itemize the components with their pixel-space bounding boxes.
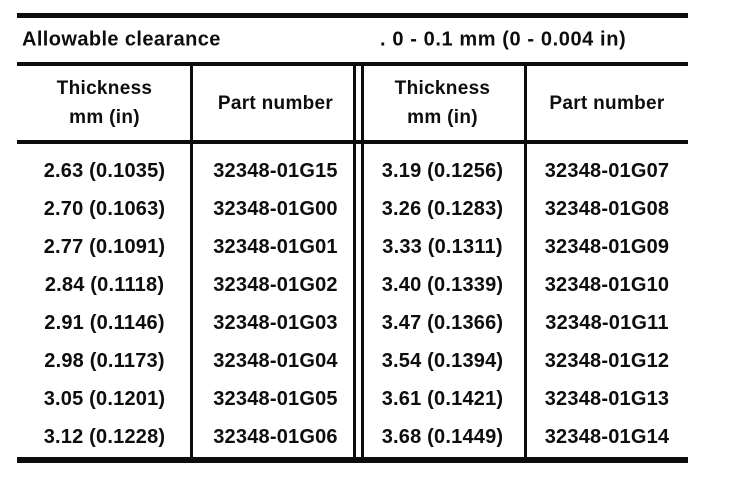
part-number-cell: 32348-01G02 (213, 273, 338, 296)
thickness-cell: 3.05 (0.1201) (43, 388, 166, 411)
table-body: 2.63 (0.1035) 32348-01G15 3.19 (0.1256) … (17, 144, 688, 457)
part-number-cell: 32348-01G07 (544, 159, 670, 182)
part-number-cell: 32348-01G15 (213, 159, 338, 182)
column-divider-left (190, 62, 193, 463)
table-row: 2.98 (0.1173) 32348-01G04 3.54 (0.1394) … (17, 343, 688, 381)
part-number-cell: 32348-01G11 (545, 312, 669, 335)
part-number-cell: 32348-01G08 (544, 197, 670, 220)
table-row: 2.84 (0.1118) 32348-01G02 3.40 (0.1339) … (17, 266, 688, 304)
table-row: 3.12 (0.1228) 32348-01G06 3.68 (0.1449) … (17, 419, 688, 457)
part-number-cell: 32348-01G01 (213, 235, 338, 258)
table-row: 2.63 (0.1035) 32348-01G15 3.19 (0.1256) … (17, 152, 688, 190)
header-thickness-right-title: Thickness (394, 78, 491, 99)
part-number-cell: 32348-01G14 (544, 426, 670, 449)
header-part-number-right: Part number (526, 66, 688, 140)
allowable-clearance-label: Allowable clearance (22, 28, 221, 51)
thickness-cell: 3.47 (0.1366) (381, 312, 504, 335)
thickness-cell: 2.63 (0.1035) (43, 159, 166, 182)
header-thickness-right-unit: mm (in) (407, 107, 478, 128)
thickness-cell: 3.33 (0.1311) (382, 235, 503, 258)
table-border-top (17, 13, 688, 18)
header-part-number-left: Part number (192, 66, 359, 140)
thickness-cell: 3.12 (0.1228) (43, 426, 166, 449)
thickness-cell: 2.70 (0.1063) (43, 197, 166, 220)
allowable-clearance-row: Allowable clearance . 0 - 0.1 mm (0 - 0.… (17, 18, 688, 62)
thickness-cell: 3.19 (0.1256) (381, 159, 504, 182)
header-part-number-left-label: Part number (217, 92, 334, 114)
part-number-cell: 32348-01G04 (213, 350, 338, 373)
header-thickness-left: Thickness mm (in) (17, 66, 192, 140)
thickness-cell: 3.68 (0.1449) (381, 426, 504, 449)
table-row: 3.05 (0.1201) 32348-01G05 3.61 (0.1421) … (17, 381, 688, 419)
thickness-cell: 3.61 (0.1421) (381, 388, 504, 411)
thickness-cell: 3.26 (0.1283) (381, 197, 504, 220)
header-part-number-right-label: Part number (549, 92, 665, 114)
table-row: 2.70 (0.1063) 32348-01G00 3.26 (0.1283) … (17, 190, 688, 228)
header-divider-line (17, 140, 688, 144)
allowable-clearance-value: . 0 - 0.1 mm (0 - 0.004 in) (380, 28, 627, 51)
part-number-cell: 32348-01G10 (544, 273, 670, 296)
part-number-cell: 32348-01G06 (213, 426, 338, 449)
center-double-divider-inner (361, 62, 364, 463)
part-number-cell: 32348-01G00 (213, 197, 338, 220)
thickness-cell: 2.91 (0.1146) (44, 312, 165, 335)
center-double-divider-outer (353, 62, 356, 463)
thickness-cell: 2.98 (0.1173) (44, 350, 165, 373)
part-number-cell: 32348-01G03 (213, 312, 338, 335)
table-border-bottom (17, 457, 688, 463)
header-thickness-right: Thickness mm (in) (359, 66, 526, 140)
table-header-row: Thickness mm (in) Part number Thickness … (17, 66, 688, 140)
part-number-cell: 32348-01G09 (544, 235, 670, 258)
part-number-cell: 32348-01G05 (213, 388, 338, 411)
table-row: 2.91 (0.1146) 32348-01G03 3.47 (0.1366) … (17, 305, 688, 343)
part-number-cell: 32348-01G13 (544, 388, 670, 411)
column-divider-right (524, 62, 527, 463)
part-number-cell: 32348-01G12 (544, 350, 670, 373)
clearance-divider-line (17, 62, 688, 66)
thickness-cell: 2.84 (0.1118) (44, 273, 165, 296)
thickness-cell: 2.77 (0.1091) (43, 235, 166, 258)
table-row: 2.77 (0.1091) 32348-01G01 3.33 (0.1311) … (17, 228, 688, 266)
header-thickness-left-unit: mm (in) (69, 107, 140, 128)
thickness-cell: 3.40 (0.1339) (381, 273, 504, 296)
header-thickness-left-title: Thickness (56, 78, 153, 99)
thickness-cell: 3.54 (0.1394) (381, 350, 504, 373)
